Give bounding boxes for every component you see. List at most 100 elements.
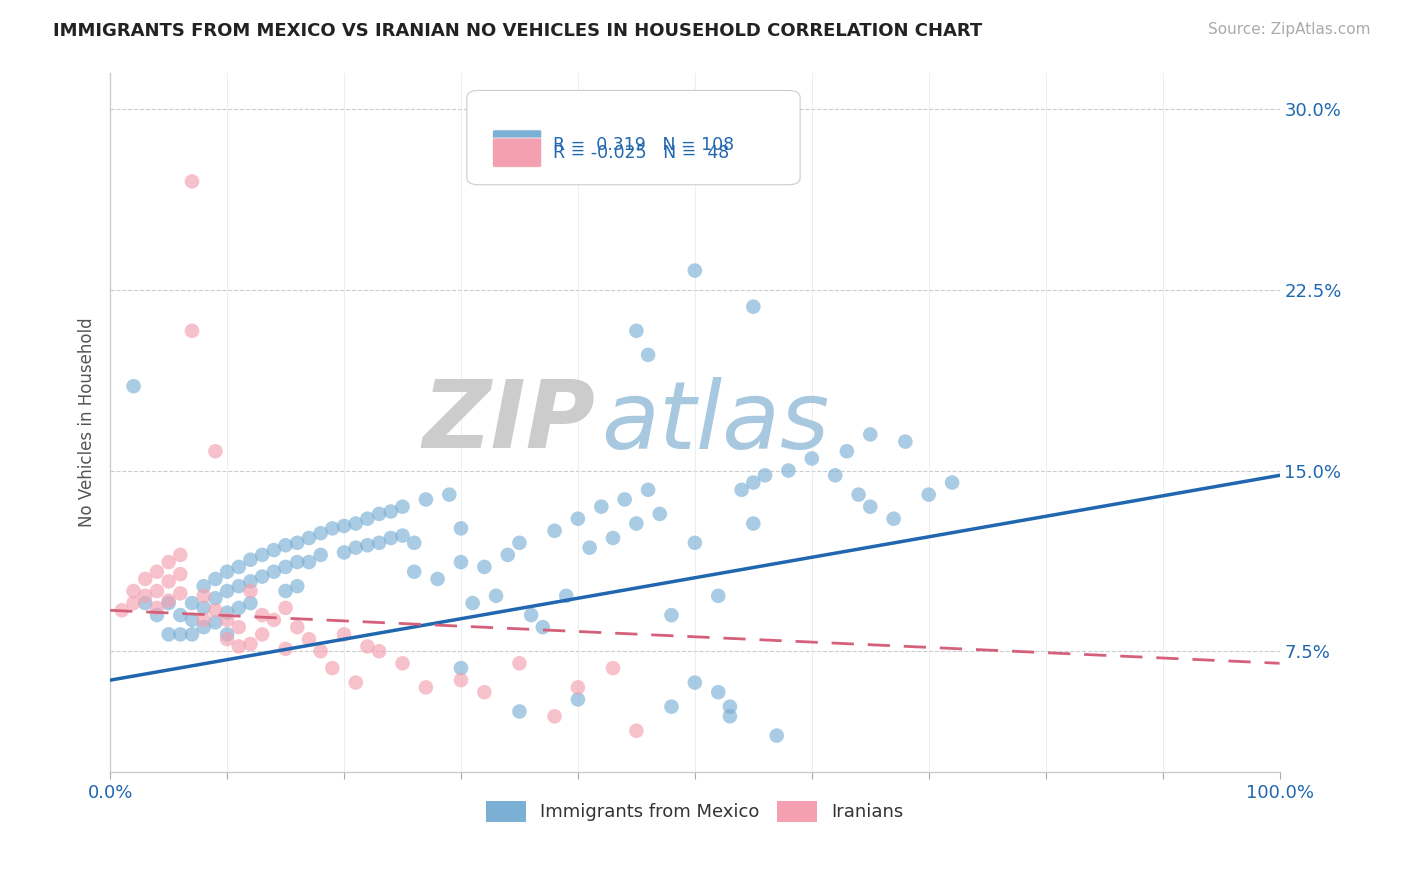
- Point: [472, 560, 495, 574]
- Point: [555, 589, 578, 603]
- Text: ZIP: ZIP: [423, 376, 596, 468]
- Point: [742, 300, 765, 314]
- Point: [567, 692, 589, 706]
- Point: [683, 263, 706, 277]
- Point: [800, 451, 823, 466]
- Point: [661, 699, 683, 714]
- Point: [472, 685, 495, 699]
- Point: [169, 567, 191, 582]
- Point: [626, 516, 648, 531]
- Point: [263, 543, 285, 558]
- Point: [274, 641, 297, 656]
- Point: [613, 492, 636, 507]
- Point: [239, 637, 262, 651]
- Point: [274, 538, 297, 552]
- Point: [368, 507, 391, 521]
- Point: [356, 512, 378, 526]
- Point: [543, 709, 565, 723]
- Point: [380, 504, 402, 518]
- Point: [730, 483, 752, 497]
- Point: [321, 521, 343, 535]
- Point: [344, 675, 367, 690]
- Point: [391, 657, 413, 671]
- Point: [637, 348, 659, 362]
- Point: [250, 608, 273, 623]
- Point: [228, 560, 250, 574]
- Point: [859, 500, 882, 514]
- Point: [111, 603, 134, 617]
- FancyBboxPatch shape: [492, 138, 541, 168]
- Text: R = -0.025   N =  48: R = -0.025 N = 48: [554, 144, 730, 161]
- Point: [157, 555, 180, 569]
- Point: [591, 500, 613, 514]
- Point: [661, 608, 683, 623]
- Point: [157, 627, 180, 641]
- Point: [309, 548, 332, 562]
- Point: [356, 640, 378, 654]
- Point: [250, 569, 273, 583]
- Legend: Immigrants from Mexico, Iranians: Immigrants from Mexico, Iranians: [478, 794, 911, 829]
- Point: [228, 640, 250, 654]
- Point: [824, 468, 846, 483]
- Text: atlas: atlas: [602, 376, 830, 467]
- Point: [918, 488, 941, 502]
- Point: [204, 615, 226, 630]
- Point: [508, 657, 530, 671]
- Point: [450, 673, 472, 688]
- Point: [298, 632, 321, 647]
- Point: [217, 632, 239, 647]
- Point: [239, 552, 262, 566]
- Point: [450, 521, 472, 535]
- Point: [298, 555, 321, 569]
- Point: [204, 444, 226, 458]
- Point: [134, 596, 156, 610]
- Point: [122, 584, 145, 599]
- Point: [193, 600, 215, 615]
- Point: [250, 627, 273, 641]
- Point: [274, 584, 297, 599]
- Point: [531, 620, 554, 634]
- Point: [309, 644, 332, 658]
- Point: [380, 531, 402, 545]
- Point: [217, 613, 239, 627]
- Point: [193, 613, 215, 627]
- Point: [250, 548, 273, 562]
- Point: [578, 541, 600, 555]
- Point: [298, 531, 321, 545]
- Point: [754, 468, 776, 483]
- Point: [508, 705, 530, 719]
- Point: [683, 675, 706, 690]
- Point: [217, 584, 239, 599]
- Point: [217, 565, 239, 579]
- Point: [718, 699, 741, 714]
- Point: [707, 685, 730, 699]
- Point: [626, 723, 648, 738]
- Point: [217, 606, 239, 620]
- Text: Source: ZipAtlas.com: Source: ZipAtlas.com: [1208, 22, 1371, 37]
- Point: [368, 644, 391, 658]
- Point: [404, 536, 426, 550]
- Point: [835, 444, 858, 458]
- Point: [181, 174, 204, 188]
- Point: [239, 584, 262, 599]
- Point: [496, 548, 519, 562]
- Point: [228, 620, 250, 634]
- Point: [157, 593, 180, 607]
- Point: [157, 574, 180, 589]
- Point: [742, 516, 765, 531]
- Point: [157, 596, 180, 610]
- Point: [602, 661, 624, 675]
- Point: [404, 565, 426, 579]
- Point: [391, 500, 413, 514]
- Point: [742, 475, 765, 490]
- Point: [274, 600, 297, 615]
- Text: IMMIGRANTS FROM MEXICO VS IRANIAN NO VEHICLES IN HOUSEHOLD CORRELATION CHART: IMMIGRANTS FROM MEXICO VS IRANIAN NO VEH…: [53, 22, 983, 40]
- Point: [181, 324, 204, 338]
- Point: [626, 324, 648, 338]
- Point: [461, 596, 484, 610]
- Point: [181, 613, 204, 627]
- Point: [391, 528, 413, 542]
- Point: [285, 536, 308, 550]
- Point: [217, 627, 239, 641]
- Point: [648, 507, 671, 521]
